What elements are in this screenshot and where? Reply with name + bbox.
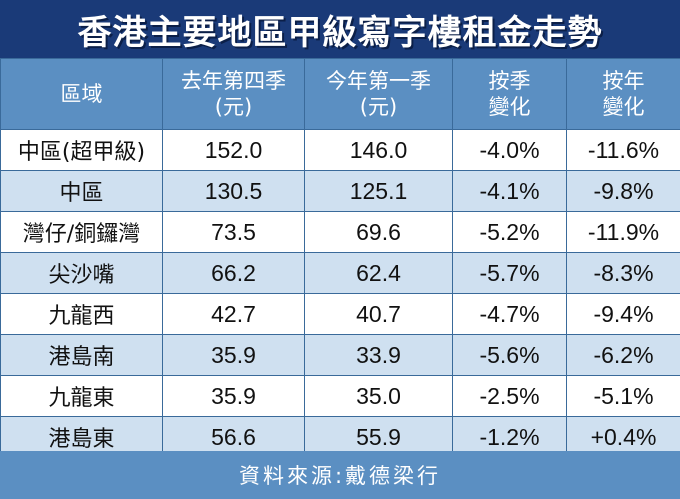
cell-region: 尖沙嘴 xyxy=(0,252,163,294)
cell-region: 九龍西 xyxy=(0,293,163,335)
cell-curr: 146.0 xyxy=(304,129,453,171)
cell-qoq: -5.6% xyxy=(452,334,567,376)
cell-curr: 33.9 xyxy=(304,334,453,376)
cell-qoq: -4.7% xyxy=(452,293,567,335)
table-row: 九龍西 42.7 40.7 -4.7% -9.4% xyxy=(0,293,680,335)
cell-yoy: -11.6% xyxy=(566,129,680,171)
cell-region: 中區(超甲級) xyxy=(0,129,163,171)
header-qoq-line1: 按季 xyxy=(488,69,531,93)
table-row: 灣仔/銅鑼灣 73.5 69.6 -5.2% -11.9% xyxy=(0,211,680,253)
cell-qoq: -2.5% xyxy=(452,375,567,417)
cell-curr: 69.6 xyxy=(304,211,453,253)
header-curr-quarter: 今年第一季 (元) xyxy=(304,58,453,130)
header-yoy-line1: 按年 xyxy=(602,69,645,93)
header-yoy-line2: 變化 xyxy=(602,95,645,119)
cell-yoy: -6.2% xyxy=(566,334,680,376)
source-text: 資料來源:戴德梁行 xyxy=(238,464,442,488)
header-qoq: 按季 變化 xyxy=(452,58,567,130)
cell-prev: 35.9 xyxy=(162,334,305,376)
cell-yoy: -9.4% xyxy=(566,293,680,335)
cell-yoy: -11.9% xyxy=(566,211,680,253)
cell-prev: 42.7 xyxy=(162,293,305,335)
header-qoq-line2: 變化 xyxy=(488,95,531,119)
cell-curr: 40.7 xyxy=(304,293,453,335)
cell-region: 灣仔/銅鑼灣 xyxy=(0,211,163,253)
cell-prev: 66.2 xyxy=(162,252,305,294)
header-region: 區域 xyxy=(0,58,163,130)
cell-qoq: -5.2% xyxy=(452,211,567,253)
table-row: 九龍東 35.9 35.0 -2.5% -5.1% xyxy=(0,375,680,417)
cell-prev: 73.5 xyxy=(162,211,305,253)
header-prev-quarter-line1: 去年第四季 xyxy=(181,69,286,93)
header-yoy: 按年 變化 xyxy=(566,58,680,130)
cell-curr: 35.0 xyxy=(304,375,453,417)
table-row: 中區(超甲級) 152.0 146.0 -4.0% -11.6% xyxy=(0,129,680,171)
cell-qoq: -4.0% xyxy=(452,129,567,171)
cell-yoy: -8.3% xyxy=(566,252,680,294)
cell-region: 中區 xyxy=(0,170,163,212)
chart-title: 香港主要地區甲級寫字樓租金走勢 xyxy=(77,12,603,53)
header-row: 區域 去年第四季 (元) 今年第一季 (元) 按季 變化 按年 變化 xyxy=(0,58,680,130)
header-prev-quarter: 去年第四季 (元) xyxy=(162,58,305,130)
cell-prev: 152.0 xyxy=(162,129,305,171)
cell-prev: 130.5 xyxy=(162,170,305,212)
cell-qoq: -5.7% xyxy=(452,252,567,294)
header-prev-quarter-line2: (元) xyxy=(214,95,253,119)
cell-prev: 35.9 xyxy=(162,375,305,417)
header-region-label: 區域 xyxy=(60,82,103,106)
cell-region: 九龍東 xyxy=(0,375,163,417)
cell-qoq: -4.1% xyxy=(452,170,567,212)
table-row: 中區 130.5 125.1 -4.1% -9.8% xyxy=(0,170,680,212)
table-row: 港島南 35.9 33.9 -5.6% -6.2% xyxy=(0,334,680,376)
rent-table: 區域 去年第四季 (元) 今年第一季 (元) 按季 變化 按年 變化 xyxy=(0,58,680,458)
cell-region: 港島南 xyxy=(0,334,163,376)
table-row: 尖沙嘴 66.2 62.4 -5.7% -8.3% xyxy=(0,252,680,294)
source-bar: 資料來源:戴德梁行 xyxy=(0,451,680,499)
cell-curr: 125.1 xyxy=(304,170,453,212)
title-bar: 香港主要地區甲級寫字樓租金走勢 xyxy=(0,0,680,58)
cell-yoy: -9.8% xyxy=(566,170,680,212)
cell-yoy: -5.1% xyxy=(566,375,680,417)
cell-curr: 62.4 xyxy=(304,252,453,294)
header-curr-quarter-line2: (元) xyxy=(359,95,398,119)
header-curr-quarter-line1: 今年第一季 xyxy=(326,69,431,93)
